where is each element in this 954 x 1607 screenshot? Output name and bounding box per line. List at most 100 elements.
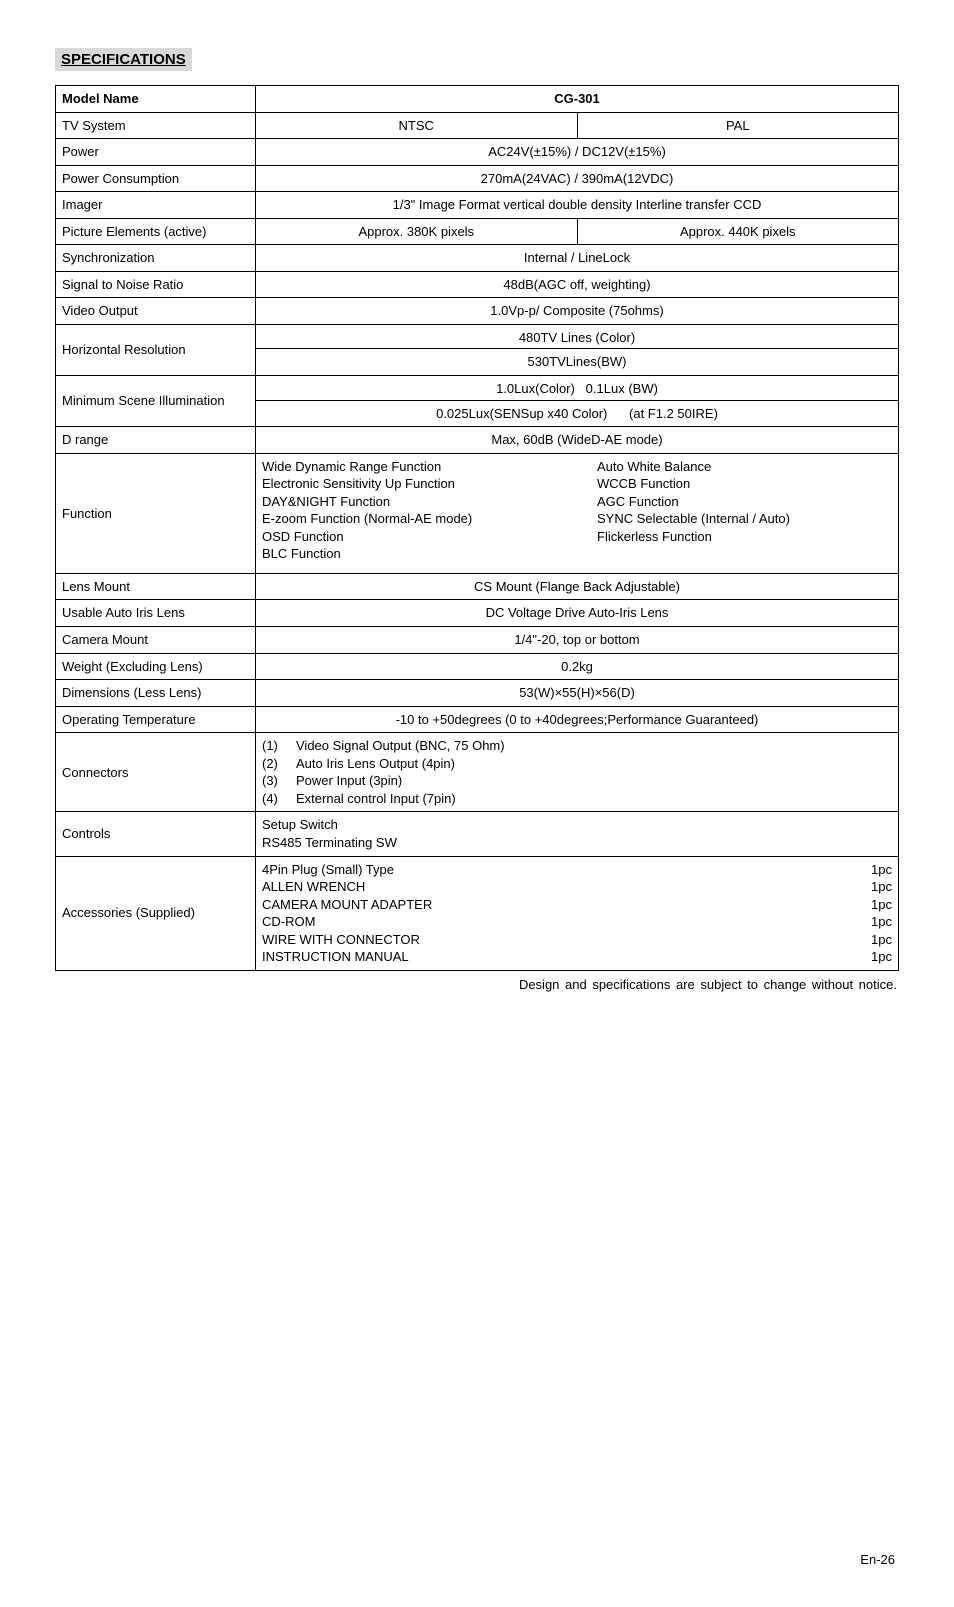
label-model-name: Model Name xyxy=(56,86,256,113)
hres-bw: 530TVLines(BW) xyxy=(256,351,898,375)
hres-color: 480TV Lines (Color) xyxy=(256,325,898,350)
row-usable-iris: Usable Auto Iris Lens DC Voltage Drive A… xyxy=(56,600,899,627)
accessory-name: ALLEN WRENCH xyxy=(262,878,365,896)
label-imager: Imager xyxy=(56,192,256,219)
label-weight: Weight (Excluding Lens) xyxy=(56,653,256,680)
function-item: Auto White Balance xyxy=(597,458,892,476)
value-power: AC24V(±15%) / DC12V(±15%) xyxy=(256,139,899,166)
row-tv-system: TV System NTSC PAL xyxy=(56,112,899,139)
label-camera-mount: Camera Mount xyxy=(56,627,256,654)
row-model-name: Model Name CG-301 xyxy=(56,86,899,113)
row-dimensions: Dimensions (Less Lens) 53(W)×55(H)×56(D) xyxy=(56,680,899,707)
connector-item: (1) Video Signal Output (BNC, 75 Ohm) xyxy=(262,737,892,755)
accessory-qty: 1pc xyxy=(871,861,892,879)
label-power: Power xyxy=(56,139,256,166)
value-operating-temperature: -10 to +50degrees (0 to +40degrees;Perfo… xyxy=(256,706,899,733)
function-item: SYNC Selectable (Internal / Auto) xyxy=(597,510,892,528)
value-function: Wide Dynamic Range Function Electronic S… xyxy=(256,453,899,573)
row-camera-mount: Camera Mount 1/4"-20, top or bottom xyxy=(56,627,899,654)
min-scene-top: 1.0Lux(Color) 0.1Lux (BW) xyxy=(256,376,898,401)
connector-text: External control Input (7pin) xyxy=(296,790,456,808)
connector-text: Video Signal Output (BNC, 75 Ohm) xyxy=(296,737,505,755)
controls-item: RS485 Terminating SW xyxy=(262,834,892,852)
row-operating-temperature: Operating Temperature -10 to +50degrees … xyxy=(56,706,899,733)
function-item: Flickerless Function xyxy=(597,528,892,546)
value-imager: 1/3" Image Format vertical double densit… xyxy=(256,192,899,219)
row-imager: Imager 1/3" Image Format vertical double… xyxy=(56,192,899,219)
label-connectors: Connectors xyxy=(56,733,256,812)
label-lens-mount: Lens Mount xyxy=(56,573,256,600)
function-item: DAY&NIGHT Function xyxy=(262,493,557,511)
function-item: AGC Function xyxy=(597,493,892,511)
row-power-consumption: Power Consumption 270mA(24VAC) / 390mA(1… xyxy=(56,165,899,192)
connector-text: Power Input (3pin) xyxy=(296,772,402,790)
accessory-item: 4Pin Plug (Small) Type 1pc xyxy=(262,861,892,879)
label-operating-temperature: Operating Temperature xyxy=(56,706,256,733)
spec-table: Model Name CG-301 TV System NTSC PAL Pow… xyxy=(55,85,899,971)
value-model-name: CG-301 xyxy=(256,86,899,113)
label-synchronization: Synchronization xyxy=(56,245,256,272)
value-controls: Setup Switch RS485 Terminating SW xyxy=(256,812,899,856)
value-picture-elements-ntsc: Approx. 380K pixels xyxy=(256,218,578,245)
row-power: Power AC24V(±15%) / DC12V(±15%) xyxy=(56,139,899,166)
function-item: BLC Function xyxy=(262,545,557,563)
accessory-name: CAMERA MOUNT ADAPTER xyxy=(262,896,432,914)
accessory-qty: 1pc xyxy=(871,948,892,966)
value-connectors: (1) Video Signal Output (BNC, 75 Ohm) (2… xyxy=(256,733,899,812)
connector-item: (3) Power Input (3pin) xyxy=(262,772,892,790)
accessory-item: CAMERA MOUNT ADAPTER 1pc xyxy=(262,896,892,914)
label-usable-iris: Usable Auto Iris Lens xyxy=(56,600,256,627)
value-accessories: 4Pin Plug (Small) Type 1pc ALLEN WRENCH … xyxy=(256,856,899,970)
label-tv-system: TV System xyxy=(56,112,256,139)
row-accessories: Accessories (Supplied) 4Pin Plug (Small)… xyxy=(56,856,899,970)
min-scene-bottom: 0.025Lux(SENSup x40 Color) (at F1.2 50IR… xyxy=(256,403,898,427)
function-item: E-zoom Function (Normal-AE mode) xyxy=(262,510,557,528)
function-item: Wide Dynamic Range Function xyxy=(262,458,557,476)
section-heading: SPECIFICATIONS xyxy=(55,48,192,71)
function-left-col: Wide Dynamic Range Function Electronic S… xyxy=(262,458,557,563)
accessory-qty: 1pc xyxy=(871,878,892,896)
label-picture-elements: Picture Elements (active) xyxy=(56,218,256,245)
connector-num: (3) xyxy=(262,772,296,790)
value-video-output: 1.0Vp-p/ Composite (75ohms) xyxy=(256,298,899,325)
label-power-consumption: Power Consumption xyxy=(56,165,256,192)
accessory-item: CD-ROM 1pc xyxy=(262,913,892,931)
row-drange: D range Max, 60dB (WideD-AE mode) xyxy=(56,427,899,454)
label-accessories: Accessories (Supplied) xyxy=(56,856,256,970)
row-function: Function Wide Dynamic Range Function Ele… xyxy=(56,453,899,573)
function-right-col: Auto White Balance WCCB Function AGC Fun… xyxy=(597,458,892,563)
connector-num: (4) xyxy=(262,790,296,808)
value-dimensions: 53(W)×55(H)×56(D) xyxy=(256,680,899,707)
row-synchronization: Synchronization Internal / LineLock xyxy=(56,245,899,272)
function-item: OSD Function xyxy=(262,528,557,546)
value-tv-system-pal: PAL xyxy=(577,112,899,139)
value-snr: 48dB(AGC off, weighting) xyxy=(256,271,899,298)
value-weight: 0.2kg xyxy=(256,653,899,680)
label-horizontal-resolution: Horizontal Resolution xyxy=(56,324,256,375)
value-camera-mount: 1/4"-20, top or bottom xyxy=(256,627,899,654)
accessory-qty: 1pc xyxy=(871,896,892,914)
function-item: Electronic Sensitivity Up Function xyxy=(262,475,557,493)
connector-text: Auto Iris Lens Output (4pin) xyxy=(296,755,455,773)
label-snr: Signal to Noise Ratio xyxy=(56,271,256,298)
row-min-scene-illumination: Minimum Scene Illumination 1.0Lux(Color)… xyxy=(56,376,899,427)
row-lens-mount: Lens Mount CS Mount (Flange Back Adjusta… xyxy=(56,573,899,600)
accessory-qty: 1pc xyxy=(871,931,892,949)
accessory-name: 4Pin Plug (Small) Type xyxy=(262,861,394,879)
value-synchronization: Internal / LineLock xyxy=(256,245,899,272)
row-picture-elements: Picture Elements (active) Approx. 380K p… xyxy=(56,218,899,245)
value-picture-elements-pal: Approx. 440K pixels xyxy=(577,218,899,245)
footnote-text: Design and specifications are subject to… xyxy=(55,977,899,992)
row-controls: Controls Setup Switch RS485 Terminating … xyxy=(56,812,899,856)
function-item: WCCB Function xyxy=(597,475,892,493)
accessory-name: CD-ROM xyxy=(262,913,315,931)
value-lens-mount: CS Mount (Flange Back Adjustable) xyxy=(256,573,899,600)
accessory-item: INSTRUCTION MANUAL 1pc xyxy=(262,948,892,966)
connector-item: (2) Auto Iris Lens Output (4pin) xyxy=(262,755,892,773)
row-video-output: Video Output 1.0Vp-p/ Composite (75ohms) xyxy=(56,298,899,325)
accessory-name: INSTRUCTION MANUAL xyxy=(262,948,409,966)
row-snr: Signal to Noise Ratio 48dB(AGC off, weig… xyxy=(56,271,899,298)
accessory-item: WIRE WITH CONNECTOR 1pc xyxy=(262,931,892,949)
label-function: Function xyxy=(56,453,256,573)
connector-num: (2) xyxy=(262,755,296,773)
